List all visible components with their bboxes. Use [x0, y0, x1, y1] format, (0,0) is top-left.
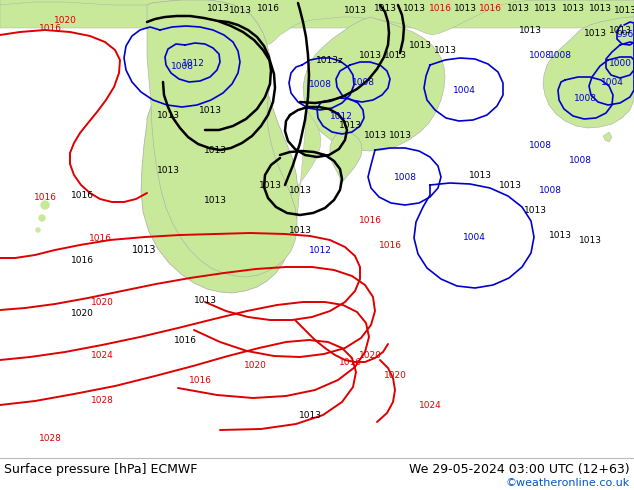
Text: 1004: 1004	[463, 232, 486, 242]
Text: 1013: 1013	[207, 3, 230, 13]
Text: 1028: 1028	[91, 395, 113, 405]
Text: 1016: 1016	[89, 234, 112, 243]
Text: 1024: 1024	[91, 350, 113, 360]
Text: 1013: 1013	[157, 111, 179, 120]
Text: 1016: 1016	[70, 191, 93, 199]
Polygon shape	[147, 0, 297, 277]
Text: 1024: 1024	[418, 400, 441, 410]
Text: 1004: 1004	[453, 85, 476, 95]
Text: 1013: 1013	[453, 3, 477, 13]
Text: 1020: 1020	[384, 370, 406, 379]
Text: 1020: 1020	[53, 16, 77, 24]
Polygon shape	[0, 0, 634, 44]
Text: 1020: 1020	[91, 297, 113, 307]
Polygon shape	[141, 1, 298, 293]
Text: 1013: 1013	[614, 5, 634, 15]
Text: 1013: 1013	[132, 245, 156, 255]
Text: 1013: 1013	[157, 166, 179, 174]
Text: 1016: 1016	[34, 193, 56, 201]
Polygon shape	[603, 132, 612, 142]
Text: 1013: 1013	[583, 28, 607, 38]
Text: 1020: 1020	[70, 309, 93, 318]
Polygon shape	[291, 111, 321, 219]
Text: 1013: 1013	[373, 3, 396, 13]
Text: 1013: 1013	[344, 5, 366, 15]
Text: 1008: 1008	[574, 94, 597, 102]
Text: 1013: 1013	[469, 171, 491, 179]
Text: 1013: 1013	[533, 3, 557, 13]
Text: 1013: 1013	[507, 3, 529, 13]
Text: 1013: 1013	[403, 3, 425, 13]
Text: 1004: 1004	[600, 77, 623, 87]
Text: 1013: 1013	[363, 130, 387, 140]
Text: 1013: 1013	[204, 196, 226, 204]
Text: 1013: 1013	[434, 46, 456, 54]
Text: 1020: 1020	[243, 361, 266, 369]
Text: 1013: 1013	[408, 41, 432, 49]
Text: 1016: 1016	[378, 241, 401, 249]
Circle shape	[41, 201, 49, 209]
Text: 1013: 1013	[198, 105, 221, 115]
Text: 1013: 1013	[339, 121, 361, 129]
Text: 1016: 1016	[174, 336, 197, 344]
Text: 1013: 1013	[288, 225, 311, 235]
Text: 1012: 1012	[309, 245, 332, 254]
Text: 1020: 1020	[359, 350, 382, 360]
Text: 1008: 1008	[351, 77, 375, 87]
Text: 1008: 1008	[538, 186, 562, 195]
Text: 1013: 1013	[204, 146, 226, 154]
Text: ©weatheronline.co.uk: ©weatheronline.co.uk	[506, 478, 630, 489]
Text: 1013: 1013	[562, 3, 585, 13]
Polygon shape	[543, 17, 634, 128]
Circle shape	[39, 215, 45, 221]
Text: 1000: 1000	[609, 58, 631, 68]
Text: 996: 996	[616, 29, 633, 39]
Polygon shape	[330, 132, 362, 185]
Text: 1013: 1013	[609, 25, 631, 34]
Text: 1013: 1013	[548, 230, 571, 240]
Text: 1013: 1013	[288, 186, 311, 195]
Text: 1016: 1016	[188, 375, 212, 385]
Text: 1016: 1016	[339, 358, 361, 367]
Text: 1008: 1008	[569, 155, 592, 165]
Text: 1008: 1008	[529, 141, 552, 149]
Text: 1008: 1008	[309, 79, 332, 89]
Text: 1013: 1013	[389, 130, 411, 140]
Text: 1016: 1016	[479, 3, 501, 13]
Text: 1013: 1013	[299, 411, 321, 419]
Text: 1013: 1013	[588, 3, 612, 13]
Text: 1013: 1013	[193, 295, 216, 304]
Text: 1013: 1013	[498, 180, 522, 190]
Text: 1013: 1013	[524, 205, 547, 215]
Polygon shape	[303, 17, 445, 151]
Text: 1008: 1008	[394, 172, 417, 181]
Text: 1008: 1008	[548, 50, 571, 59]
Text: 1013z: 1013z	[316, 55, 344, 65]
Text: 1016: 1016	[358, 216, 382, 224]
Text: 1008: 1008	[529, 50, 552, 59]
Text: 1012: 1012	[330, 112, 353, 121]
Text: 1013: 1013	[358, 50, 382, 59]
Text: 1028: 1028	[39, 434, 61, 442]
Text: 1016: 1016	[257, 3, 280, 13]
Polygon shape	[0, 0, 634, 28]
Text: 1013: 1013	[384, 50, 406, 59]
Text: We 29-05-2024 03:00 UTC (12+63): We 29-05-2024 03:00 UTC (12+63)	[410, 463, 630, 476]
Text: 1013: 1013	[228, 5, 252, 15]
Text: 1012: 1012	[181, 58, 204, 68]
Text: 1013: 1013	[578, 236, 602, 245]
Text: 1016: 1016	[429, 3, 451, 13]
Text: 1008: 1008	[171, 62, 193, 71]
Circle shape	[36, 228, 40, 232]
Text: 1013: 1013	[519, 25, 541, 34]
Text: 1013: 1013	[259, 180, 281, 190]
Text: 1016: 1016	[70, 255, 93, 265]
Text: 1016: 1016	[39, 24, 61, 32]
Text: Surface pressure [hPa] ECMWF: Surface pressure [hPa] ECMWF	[4, 463, 197, 476]
